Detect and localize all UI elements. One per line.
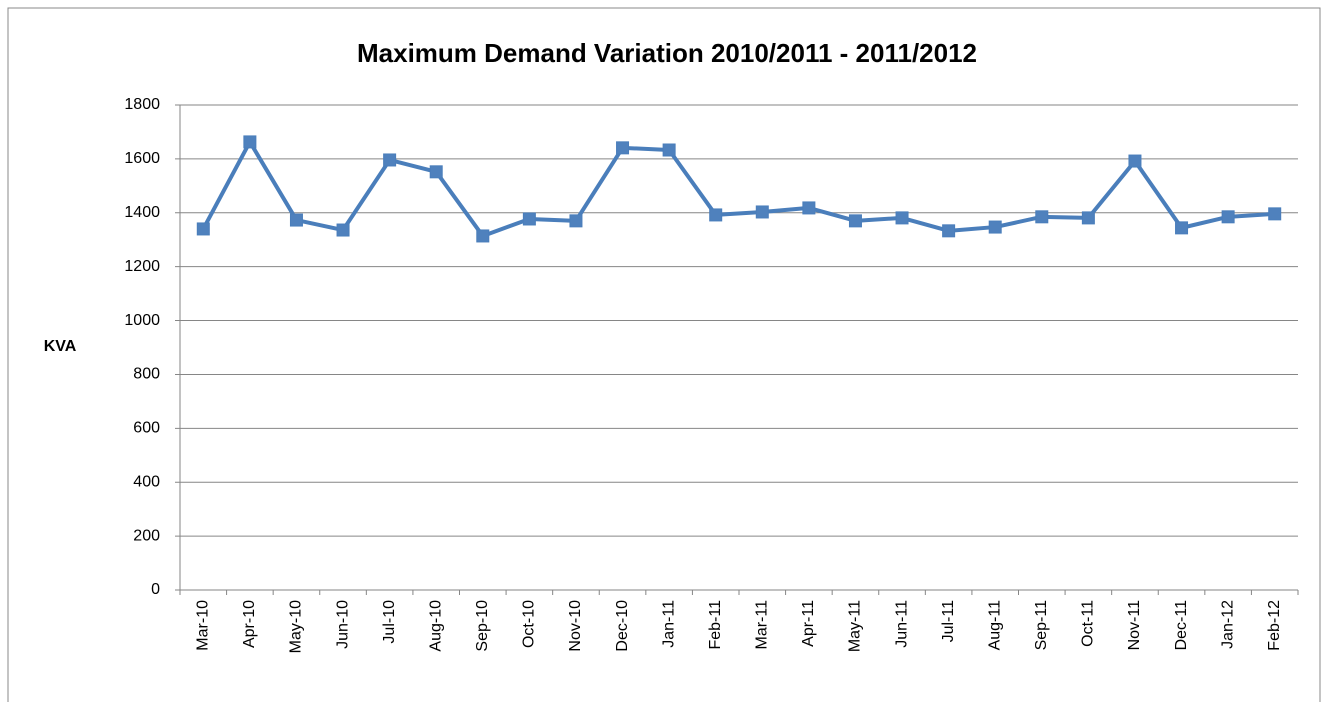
- x-tick-label: Nov-10: [567, 600, 584, 652]
- marker: [848, 214, 862, 228]
- y-tick-label: 1200: [124, 258, 160, 275]
- marker: [755, 205, 769, 219]
- marker: [942, 224, 956, 238]
- x-tick-label: Mar-10: [195, 600, 212, 651]
- x-tick-label: Feb-11: [707, 600, 724, 650]
- x-tick-label: Nov-11: [1126, 600, 1143, 650]
- marker: [988, 220, 1002, 234]
- x-tick-label: Jun-11: [893, 600, 910, 648]
- series-line: [201, 139, 1275, 238]
- marker: [1128, 154, 1142, 168]
- marker: [616, 141, 630, 155]
- x-tick-label: Aug-10: [427, 600, 444, 652]
- marker: [1221, 210, 1235, 224]
- y-tick-label: 200: [133, 527, 160, 544]
- y-tick-label: 1400: [124, 204, 160, 221]
- marker: [662, 143, 676, 157]
- y-tick-label: 800: [133, 366, 160, 383]
- marker: [336, 223, 350, 237]
- x-tick-label: May-10: [288, 600, 305, 653]
- y-tick-label: 1000: [124, 312, 160, 329]
- marker: [289, 213, 303, 227]
- x-tick-label: Apr-10: [241, 600, 258, 648]
- marker: [1268, 207, 1282, 221]
- marker: [569, 214, 583, 228]
- x-tick-label: Dec-10: [614, 600, 631, 652]
- x-tick-label: Jul-10: [381, 600, 398, 644]
- y-axis-label: KVA: [44, 338, 77, 355]
- marker: [196, 222, 210, 236]
- y-tick-label: 1800: [124, 96, 160, 113]
- marker: [802, 201, 816, 215]
- x-tick-label: Oct-11: [1080, 600, 1097, 647]
- marker: [709, 208, 723, 222]
- y-tick-label: 600: [133, 420, 160, 437]
- x-tick-label: Mar-11: [754, 600, 771, 650]
- y-tick-label: 0: [151, 581, 160, 598]
- marker: [522, 212, 536, 226]
- chart-title: Maximum Demand Variation 2010/2011 - 201…: [357, 38, 977, 68]
- x-tick-label: Apr-11: [800, 600, 817, 647]
- marker: [243, 135, 257, 149]
- marker: [1175, 221, 1189, 235]
- x-tick-label: Sep-10: [474, 600, 491, 652]
- chart-frame: [7, 7, 1321, 702]
- x-tick-label: Jan-12: [1219, 600, 1236, 649]
- marker: [383, 153, 397, 167]
- x-tick-label: Aug-11: [986, 600, 1003, 651]
- marker: [1035, 210, 1049, 224]
- x-tick-label: Jun-10: [334, 600, 351, 649]
- marker: [1081, 211, 1095, 225]
- x-tick-label: Oct-10: [521, 600, 538, 648]
- y-tick-label: 400: [133, 473, 160, 490]
- marker: [895, 211, 909, 225]
- x-tick-label: Jul-11: [940, 600, 957, 642]
- y-tick-label: 1600: [124, 150, 160, 167]
- x-tick-label: May-11: [847, 600, 864, 652]
- x-tick-label: Jan-11: [660, 600, 677, 648]
- x-tick-label: Feb-12: [1266, 600, 1283, 651]
- marker: [429, 165, 443, 179]
- x-tick-label: Dec-11: [1173, 600, 1190, 650]
- x-tick-label: Sep-11: [1033, 600, 1050, 651]
- marker: [476, 229, 490, 243]
